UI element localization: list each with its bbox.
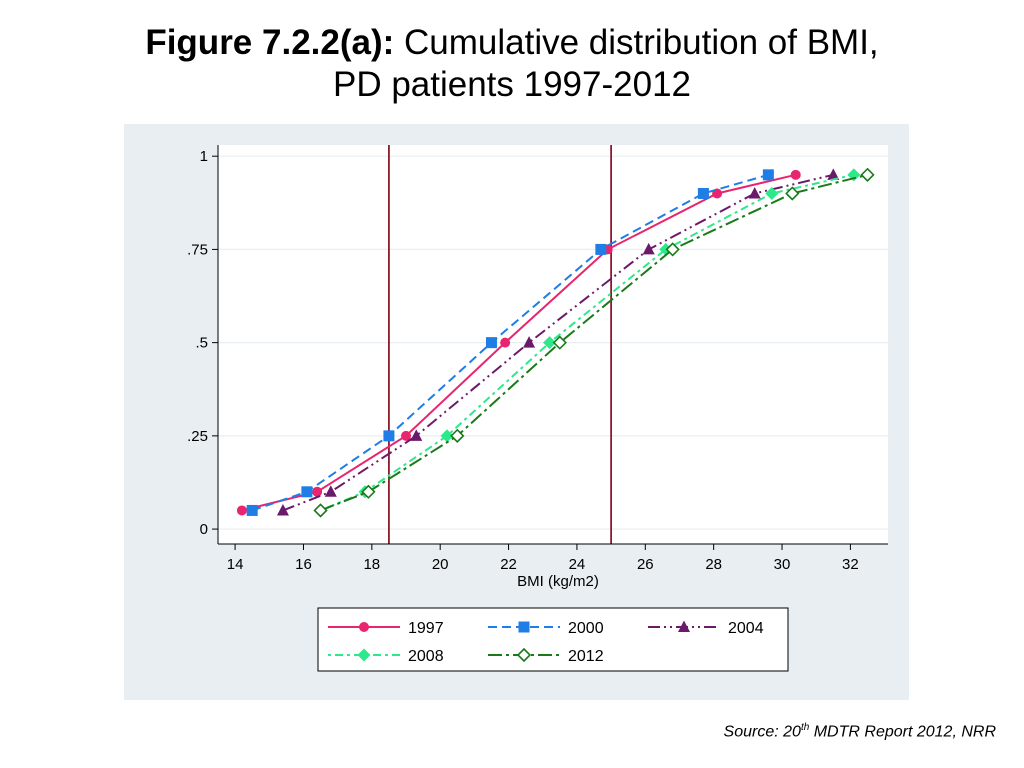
legend: [317, 607, 789, 672]
title-line-1: Figure 7.2.2(a): Cumulative distribution…: [0, 22, 1024, 64]
x-tick-label: 16: [295, 556, 312, 573]
data-point-2012: [313, 503, 328, 518]
data-point-2000: [246, 504, 258, 516]
data-point-1997: [401, 430, 412, 441]
data-point-2012: [552, 335, 567, 350]
data-point-1997: [790, 169, 801, 180]
data-point-2004: [642, 242, 655, 255]
legend-marker-2012: [516, 647, 532, 663]
legend-marker-2004: [678, 620, 690, 632]
data-point-1997: [236, 505, 247, 516]
y-tick-label: .5: [195, 335, 208, 352]
data-point-2004: [324, 485, 337, 497]
chart-panel: 0 .25 .5 .75 1 14 16 18 20 22 24 26 28 30 32 BMI (kg/m2…: [124, 124, 909, 700]
legend-label-1997: 1997: [408, 620, 444, 637]
data-point-2012: [361, 484, 376, 499]
y-tick-label: .75: [187, 241, 208, 258]
x-tick-label: 20: [432, 556, 449, 573]
cumulative-bmi-chart: 0 .25 .5 .75 1 14 16 18 20 22 24 26 28 30 32 BMI (kg/m2…: [187, 145, 888, 672]
legend-marker-2000: [518, 621, 530, 633]
legend-label-2004: 2004: [728, 620, 764, 637]
data-point-2000: [762, 169, 774, 181]
x-tick-label: 28: [705, 556, 722, 573]
legend-marker-1997: [359, 622, 369, 632]
x-tick-label: 26: [637, 556, 654, 573]
data-point-2004: [827, 168, 840, 180]
y-tick-label: 1: [200, 148, 208, 165]
data-point-2000: [697, 187, 709, 199]
data-point-2000: [301, 486, 313, 498]
x-tick-label: 30: [774, 556, 791, 573]
y-tick-label: .25: [187, 428, 208, 445]
data-point-2004: [748, 186, 761, 199]
data-point-2004: [276, 503, 289, 516]
source-sup: th: [800, 722, 810, 733]
data-point-2000: [383, 430, 395, 442]
data-point-2012: [785, 186, 800, 201]
figure-title: Figure 7.2.2(a): Cumulative distribution…: [0, 22, 1024, 106]
data-point-2012: [860, 167, 875, 182]
data-point-2008: [765, 186, 779, 200]
legend-label-2012: 2012: [568, 648, 604, 665]
data-point-2008: [440, 429, 454, 443]
x-axis-title: BMI (kg/m2): [517, 573, 599, 590]
data-point-2004: [410, 429, 423, 441]
data-point-2004: [523, 336, 536, 348]
source-suffix: MDTR Report 2012, NRR: [809, 723, 996, 741]
x-tick-label: 14: [227, 556, 244, 573]
data-point-2000: [485, 337, 497, 349]
data-point-1997: [312, 486, 323, 497]
data-point-2012: [450, 428, 465, 443]
x-tick-label: 22: [500, 556, 517, 573]
legend-label-2000: 2000: [568, 620, 604, 637]
legend-label-2008: 2008: [408, 648, 444, 665]
title-text-1: Cumulative distribution of BMI,: [394, 23, 879, 62]
source-note: Source: 20th MDTR Report 2012, NRR: [724, 722, 996, 741]
x-tick-label: 18: [363, 556, 380, 573]
legend-marker-2008: [357, 648, 371, 662]
data-point-2012: [665, 242, 680, 257]
x-tick-label: 24: [569, 556, 586, 573]
y-tick-label: 0: [200, 521, 208, 538]
data-point-2000: [595, 243, 607, 255]
title-figure-number: Figure 7.2.2(a):: [145, 23, 395, 62]
data-point-2008: [543, 336, 557, 350]
data-point-1997: [500, 337, 511, 348]
source-prefix: Source: 20: [723, 723, 801, 741]
title-line-2: PD patients 1997-2012: [332, 65, 692, 104]
x-tick-label: 32: [842, 556, 859, 573]
